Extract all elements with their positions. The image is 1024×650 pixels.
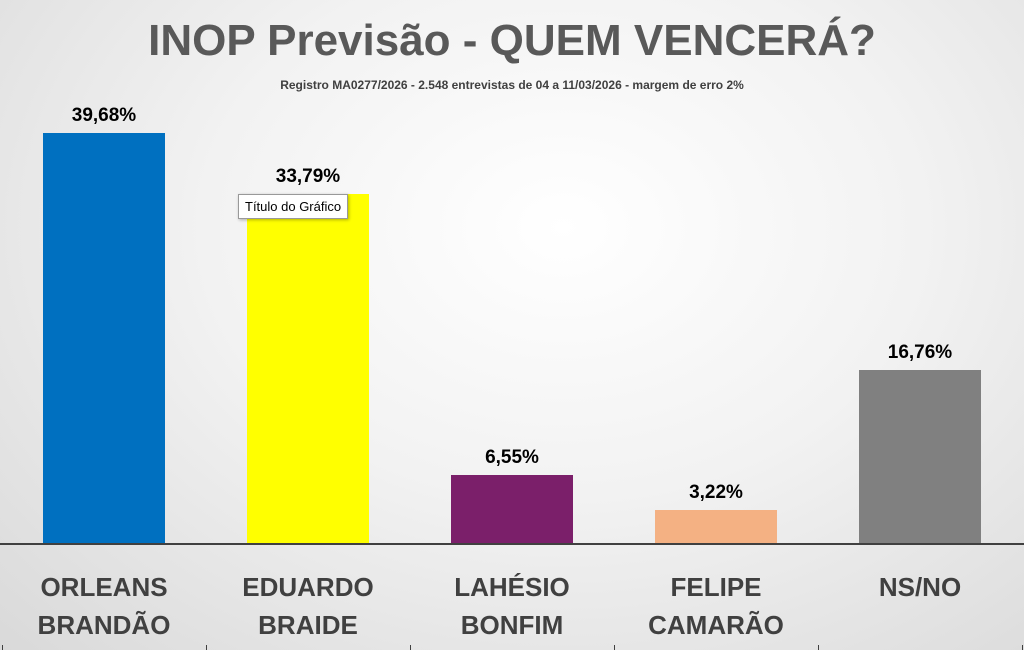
x-tick: [614, 645, 615, 650]
bar: [247, 193, 369, 543]
bar: [43, 133, 165, 543]
x-tick-label: NS/NO: [878, 572, 962, 602]
x-tick-label: LAHÉSIO BONFIM: [454, 572, 570, 640]
chart-title: INOP Previsão - QUEM VENCERÁ?: [148, 16, 876, 65]
x-tick-label: FELIPE CAMARÃO: [648, 572, 784, 640]
data-label: 6,55%: [485, 447, 539, 469]
x-tick-label: ORLEANS BRANDÃO: [37, 572, 171, 640]
x-tick: [206, 645, 207, 650]
chart-subtitle: Registro MA0277/2026 - 2.548 entrevistas…: [280, 78, 744, 92]
bar: [859, 369, 981, 543]
data-label: 3,22%: [689, 481, 743, 503]
data-label: 16,76%: [887, 341, 953, 363]
x-tick-label: EDUARDO BRAIDE: [242, 572, 374, 640]
x-axis-line: [0, 543, 1024, 545]
bar: [451, 475, 573, 543]
x-tick: [410, 645, 411, 650]
data-label: 33,79%: [275, 165, 341, 187]
x-tick: [2, 645, 3, 650]
tooltip: Título do Gráfico: [238, 194, 349, 219]
bar: [655, 509, 777, 543]
data-label: 39,68%: [71, 105, 137, 126]
x-tick: [1022, 645, 1023, 650]
x-tick: [818, 645, 819, 650]
